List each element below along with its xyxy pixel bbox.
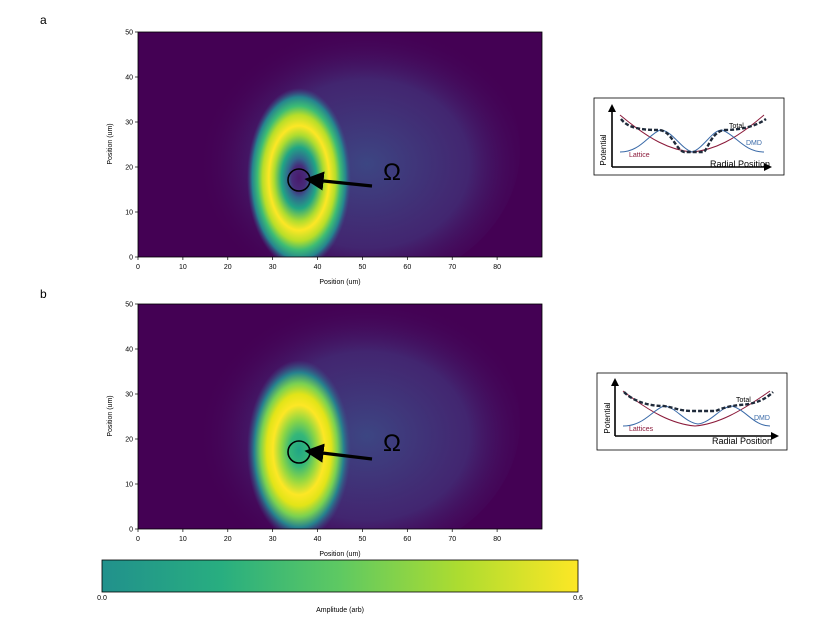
inset-b-lattice-curve	[622, 390, 771, 427]
inset-b-dmd-curve	[622, 405, 771, 427]
omega-arrow-a	[304, 171, 373, 191]
omega-label-a: Ω	[383, 159, 401, 186]
omega-label-b: Ω	[383, 430, 401, 457]
inset-b-label-total: Total	[736, 397, 751, 404]
x-tick-label-b-6: 60	[403, 536, 411, 543]
heatmap-b-xlabel: Position (um)	[319, 551, 360, 558]
colorbar-label: Amplitude (arb)	[316, 607, 364, 614]
heatmap-a-ring	[247, 88, 351, 257]
heatmap-b-halo	[180, 304, 520, 529]
inset-a-label-total: Total	[729, 123, 744, 130]
y-tick-label-b-3: 30	[125, 392, 133, 399]
inset-potential-a: Potential Radial Position Total DMD Latt…	[593, 97, 785, 176]
inset-b-ylabel: Potential	[603, 402, 612, 433]
y-tick-label-b-2: 20	[125, 437, 133, 444]
heatmap-a-halo	[180, 32, 520, 257]
x-tick-label-b-1: 10	[179, 536, 187, 543]
x-tick-label-a-5: 50	[359, 264, 367, 271]
inset-a-total-curve	[620, 118, 767, 154]
x-tick-label-a-2: 20	[224, 264, 232, 271]
inset-a-label-lattice: Lattice	[629, 152, 650, 159]
x-tick-label-b-7: 70	[448, 536, 456, 543]
inset-b-total-curve	[623, 391, 774, 413]
y-tick-label-b-1: 10	[125, 482, 133, 489]
x-tick-label-b-2: 20	[224, 536, 232, 543]
y-tick-label-a-0: 0	[129, 255, 133, 262]
omega-arrow-b	[304, 443, 373, 463]
axes-a: 0 10 20 30 40 50 60 70 80 0 10 20 30 40 50	[125, 30, 501, 272]
inset-a-dmd-curve	[619, 129, 765, 153]
x-tick-label-a-3: 30	[269, 264, 277, 271]
heatmap-a-xlabel: Position (um)	[319, 279, 360, 286]
x-tick-label-a-0: 0	[136, 264, 140, 271]
heatmap-b-ylabel: Position (um)	[107, 395, 114, 436]
y-tick-label-a-4: 40	[125, 75, 133, 82]
x-tick-label-b-8: 80	[493, 536, 501, 543]
heatmap-panel-b: 0 10 20 30 40 50 60 70 80 0 10 20 30 40 50 Position (u…	[107, 302, 543, 558]
axes-b: 0 10 20 30 40 50 60 70 80 0 10 20 30 40 50	[125, 302, 501, 544]
inset-b-xlabel: Radial Position	[712, 436, 772, 446]
colorbar-min-label: 0.0	[97, 595, 107, 602]
inset-b-label-lattice: Lattices	[629, 426, 654, 433]
x-tick-label-b-4: 40	[314, 536, 322, 543]
y-tick-label-a-5: 50	[125, 30, 133, 37]
x-tick-label-b-3: 30	[269, 536, 277, 543]
y-tick-label-b-0: 0	[129, 527, 133, 534]
inset-a-ylabel: Potential	[599, 134, 608, 165]
inset-potential-b: Potential Radial Position Total DMD Latt…	[596, 372, 788, 451]
inset-a-label-dmd: DMD	[746, 140, 762, 147]
y-tick-label-b-5: 50	[125, 302, 133, 309]
panel-label-a: a	[40, 13, 47, 27]
y-tick-label-a-3: 30	[125, 120, 133, 127]
inset-b-label-dmd: DMD	[754, 415, 770, 422]
y-tick-label-a-2: 20	[125, 165, 133, 172]
inset-a-xlabel: Radial Position	[710, 159, 770, 169]
y-tick-label-a-1: 10	[125, 210, 133, 217]
x-tick-label-b-5: 50	[359, 536, 367, 543]
x-tick-label-a-6: 60	[403, 264, 411, 271]
x-tick-label-a-8: 80	[493, 264, 501, 271]
heatmap-panel-a: 0 10 20 30 40 50 60 70 80 0 10 20 30 40 50 Position (u…	[107, 30, 543, 286]
x-tick-label-a-4: 40	[314, 264, 322, 271]
y-tick-label-b-4: 40	[125, 347, 133, 354]
colorbar: 0.0 0.6 Amplitude (arb)	[97, 559, 583, 614]
x-tick-label-a-7: 70	[448, 264, 456, 271]
colorbar-max-label: 0.6	[573, 595, 583, 602]
colorbar-gradient	[101, 559, 579, 593]
x-tick-label-b-0: 0	[136, 536, 140, 543]
panel-label-b: b	[40, 287, 47, 301]
heatmap-b-ring	[247, 360, 351, 529]
x-tick-label-a-1: 10	[179, 264, 187, 271]
heatmap-a-ylabel: Position (um)	[107, 123, 114, 164]
